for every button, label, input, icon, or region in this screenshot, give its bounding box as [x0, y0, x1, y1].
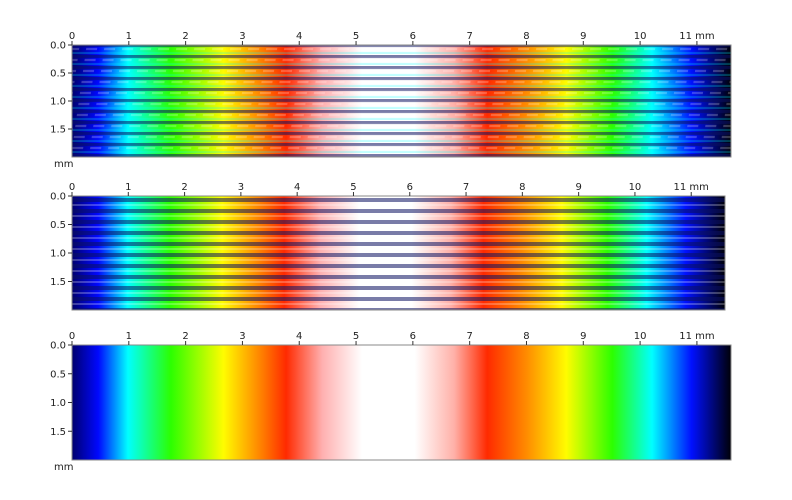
x-tick-label: 7 [463, 182, 469, 193]
x-tick-label: 9 [575, 182, 581, 193]
x-tick-label: 3 [239, 31, 245, 42]
y-tick-label: 1.0 [50, 249, 66, 260]
x-tick-label: 9 [580, 31, 586, 42]
x-tick-label: 3 [239, 331, 245, 342]
x-tick-label: 5 [350, 182, 356, 193]
x-tick-label: 2 [182, 31, 188, 42]
y-tick-label: 1.0 [50, 97, 66, 108]
y-tick-label: 0.0 [50, 341, 66, 352]
x-tick-label: 4 [294, 182, 300, 193]
panel-middle: 0 1 2 3 4 5 6 7 8 9 10 11 mm 0.0 0.5 1.0 1.5 [50, 182, 726, 311]
x-tick-label: 6 [410, 31, 416, 42]
y-tick-label: 1.5 [50, 125, 66, 136]
x-tick-label: 6 [410, 331, 416, 342]
y-tick-label: 1.5 [50, 427, 66, 438]
x-tick-label: 1 [126, 331, 132, 342]
x-tick-label: 2 [182, 331, 188, 342]
x-tick-label: 2 [181, 182, 187, 193]
x-tick-label: 0 [69, 182, 75, 193]
x-tick-label: 1 [126, 31, 132, 42]
x-tick-label: 4 [296, 31, 302, 42]
y-tick-label: 0.0 [50, 41, 66, 52]
y-tick-label: 1.5 [50, 277, 66, 288]
y-tick-label: 0.0 [50, 192, 66, 203]
x-tick-label: 8 [523, 331, 529, 342]
panel-middle-stripes [72, 196, 725, 310]
x-tick-label: 6 [407, 182, 413, 193]
x-tick-label: 0 [69, 31, 75, 42]
y-tick-label: 1.0 [50, 398, 66, 409]
panel-bottom-image [72, 345, 731, 460]
x-tick-label: 7 [466, 331, 472, 342]
x-tick-label: 8 [519, 182, 525, 193]
y-tick-label: 0.5 [50, 69, 66, 80]
x-tick-label: 5 [353, 31, 359, 42]
y-unit-label: mm [54, 462, 73, 473]
y-unit-label: mm [54, 159, 73, 170]
panel-top: 0 1 2 3 4 5 6 7 8 9 10 11 mm 0.0 0.5 1.0 1.5 mm [50, 31, 732, 170]
x-tick-label: 0 [69, 331, 75, 342]
x-tick-label: 1 [125, 182, 131, 193]
panel-bottom: 0 1 2 3 4 5 6 7 8 9 10 11 mm 0.0 0.5 1.0 1.5 mm [50, 331, 732, 473]
y-tick-label: 0.5 [50, 369, 66, 380]
x-tick-label: 8 [523, 31, 529, 42]
x-tick-label: 5 [353, 331, 359, 342]
x-tick-label: 10 [634, 331, 647, 342]
x-tick-label: 7 [466, 31, 472, 42]
x-tick-label: 11 mm [679, 331, 714, 342]
x-tick-label: 10 [634, 31, 647, 42]
x-tick-label: 11 mm [674, 182, 709, 193]
x-tick-label: 4 [296, 331, 302, 342]
x-tick-label: 3 [238, 182, 244, 193]
x-tick-label: 10 [629, 182, 642, 193]
x-tick-label: 9 [580, 331, 586, 342]
panel-top-stripes [72, 45, 731, 157]
y-tick-label: 0.5 [50, 220, 66, 231]
x-tick-label: 11 mm [679, 31, 714, 42]
